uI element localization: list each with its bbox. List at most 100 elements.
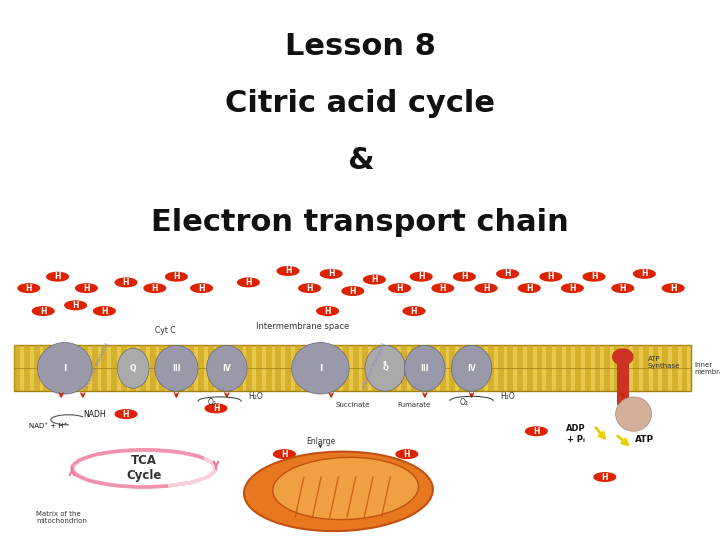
Bar (208, 346, 214, 391)
Ellipse shape (273, 457, 418, 519)
Text: ATP
Synthase: ATP Synthase (648, 356, 680, 369)
Bar (189, 346, 194, 391)
Text: H: H (122, 409, 130, 418)
Ellipse shape (207, 346, 247, 391)
Circle shape (76, 284, 97, 293)
Circle shape (583, 272, 605, 281)
Bar (362, 346, 368, 391)
Text: H: H (25, 284, 32, 293)
Ellipse shape (37, 342, 92, 394)
Circle shape (396, 450, 418, 458)
Ellipse shape (405, 346, 445, 391)
Bar (372, 346, 378, 391)
Circle shape (634, 269, 655, 278)
Bar (430, 346, 436, 391)
Ellipse shape (365, 346, 405, 391)
Bar (159, 346, 165, 391)
Text: ADP
+ Pᵢ: ADP + Pᵢ (566, 424, 586, 444)
Bar (140, 346, 146, 391)
Text: H₂O: H₂O (500, 393, 515, 401)
Bar (469, 346, 474, 391)
Text: IV: IV (222, 364, 231, 373)
Bar (294, 346, 300, 391)
Text: H: H (439, 284, 446, 293)
Circle shape (389, 284, 410, 293)
Text: H₂O: H₂O (248, 393, 263, 401)
Bar (614, 346, 620, 391)
Text: Q: Q (382, 365, 388, 372)
Circle shape (191, 284, 212, 293)
Bar (411, 346, 417, 391)
Text: H: H (212, 404, 220, 413)
Circle shape (299, 284, 320, 293)
Bar (575, 346, 581, 391)
Circle shape (497, 269, 518, 278)
Text: H: H (590, 272, 598, 281)
Text: H: H (198, 284, 205, 293)
Bar (440, 346, 446, 391)
Text: Electron transport: Electron transport (84, 342, 110, 389)
Bar (14, 346, 20, 391)
Bar (498, 346, 503, 391)
Bar (324, 346, 330, 391)
Ellipse shape (616, 397, 652, 431)
Text: H: H (83, 284, 90, 293)
Text: Succinate: Succinate (336, 402, 370, 408)
Circle shape (410, 272, 432, 281)
Bar (488, 346, 494, 391)
Text: H: H (504, 269, 511, 278)
Ellipse shape (244, 451, 433, 531)
Text: Inner
membrane: Inner membrane (695, 362, 720, 375)
Text: H: H (396, 284, 403, 293)
Text: NAD⁺ + H⁺: NAD⁺ + H⁺ (29, 422, 67, 429)
Text: Fumarate: Fumarate (397, 402, 431, 408)
Text: H: H (173, 272, 180, 281)
Bar (246, 346, 252, 391)
Bar (333, 346, 339, 391)
Circle shape (18, 284, 40, 293)
Bar (449, 346, 455, 391)
Bar (24, 346, 30, 391)
Bar (121, 346, 127, 391)
Bar (34, 346, 40, 391)
Text: Enlarge: Enlarge (306, 436, 335, 446)
Text: H: H (371, 275, 378, 284)
Text: H: H (122, 278, 130, 287)
Bar (82, 346, 88, 391)
Text: H: H (281, 450, 288, 458)
Bar (305, 346, 310, 391)
Bar (643, 346, 649, 391)
Bar (682, 346, 688, 391)
Bar (179, 346, 184, 391)
Text: Electron transport chain: Electron transport chain (151, 208, 569, 238)
Text: ATP: ATP (635, 435, 654, 444)
Bar (633, 346, 639, 391)
Bar (169, 346, 175, 391)
Text: II: II (383, 361, 387, 367)
Text: H: H (533, 427, 540, 436)
Bar (546, 346, 552, 391)
Bar (652, 346, 658, 391)
Circle shape (562, 284, 583, 293)
Text: H: H (284, 266, 292, 275)
Text: H: H (670, 284, 677, 293)
Text: H: H (526, 284, 533, 293)
Text: H: H (328, 269, 335, 278)
Bar (314, 346, 320, 391)
Text: H: H (410, 307, 418, 315)
Bar (585, 346, 590, 391)
Circle shape (274, 450, 295, 458)
Circle shape (115, 278, 137, 287)
Bar (508, 346, 513, 391)
Text: H: H (482, 284, 490, 293)
Circle shape (277, 267, 299, 275)
Text: Lesson 8: Lesson 8 (284, 32, 436, 61)
Ellipse shape (292, 342, 349, 394)
Circle shape (364, 275, 385, 284)
Text: H: H (245, 278, 252, 287)
Circle shape (526, 427, 547, 436)
Bar (198, 346, 204, 391)
Circle shape (65, 301, 86, 309)
Bar (237, 346, 243, 391)
Bar (111, 346, 117, 391)
